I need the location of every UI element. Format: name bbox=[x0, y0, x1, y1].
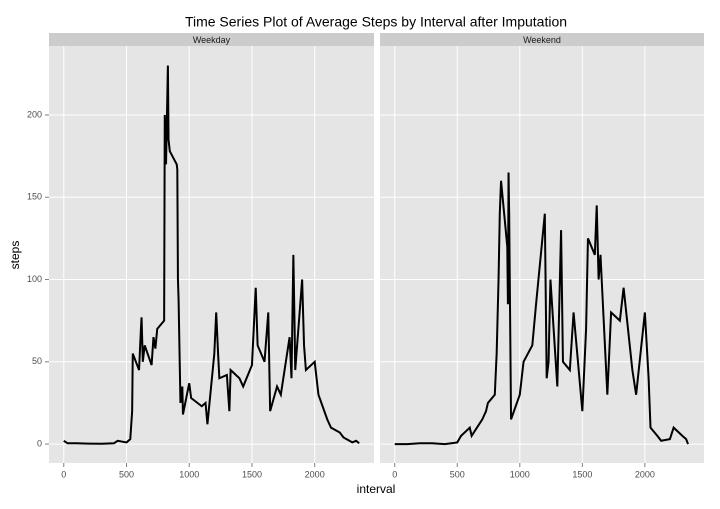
y-tick-label: 50 bbox=[32, 356, 42, 366]
y-tick-label: 100 bbox=[27, 274, 42, 284]
x-tick-label: 2000 bbox=[635, 469, 655, 479]
strip-label: Weekend bbox=[523, 35, 561, 45]
y-axis-label: steps bbox=[8, 241, 22, 270]
x-tick-label: 1500 bbox=[572, 469, 592, 479]
x-axis-label: interval bbox=[357, 482, 396, 496]
panel bbox=[49, 46, 374, 463]
y-tick-label: 150 bbox=[27, 192, 42, 202]
x-tick-label: 2000 bbox=[305, 469, 325, 479]
x-tick-label: 1000 bbox=[510, 469, 530, 479]
panel bbox=[380, 46, 704, 463]
data-line bbox=[394, 172, 689, 446]
x-tick-label: 1000 bbox=[179, 469, 199, 479]
y-tick-label: 200 bbox=[27, 109, 42, 119]
x-tick-label: 500 bbox=[119, 469, 134, 479]
x-tick-label: 0 bbox=[392, 469, 397, 479]
x-tick-label: 500 bbox=[450, 469, 465, 479]
strip-label: Weekday bbox=[193, 35, 231, 45]
chart-title: Time Series Plot of Average Steps by Int… bbox=[185, 14, 567, 30]
data-line bbox=[63, 65, 360, 445]
x-tick-label: 1500 bbox=[242, 469, 262, 479]
y-tick-label: 0 bbox=[37, 438, 42, 448]
strip bbox=[380, 33, 704, 46]
strip bbox=[49, 33, 374, 46]
x-tick-label: 0 bbox=[61, 469, 66, 479]
